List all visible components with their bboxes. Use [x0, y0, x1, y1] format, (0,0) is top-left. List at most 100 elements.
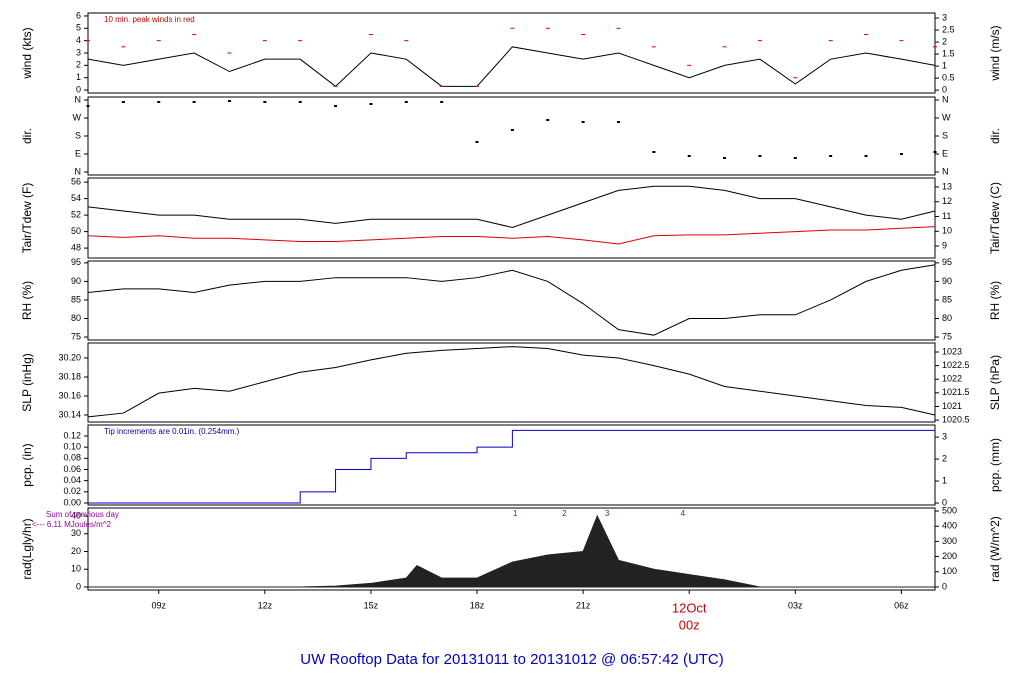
y2-tick-label: 95: [942, 257, 952, 267]
y2-axis-label: dir.: [988, 128, 1002, 144]
y-tick-label: 95: [71, 257, 81, 267]
point: [227, 100, 231, 102]
x-tick-label: 03z: [788, 600, 803, 610]
point: [404, 101, 408, 103]
x-tick-label: 09z: [151, 600, 166, 610]
point: [687, 155, 691, 157]
y-axis-label: pcp. (in): [20, 443, 34, 486]
y-tick-label: 3: [76, 47, 81, 57]
line: [87, 46, 936, 87]
marker-label: 3: [605, 509, 610, 518]
y2-tick-label: 75: [942, 331, 952, 341]
y2-tick-label: W: [942, 112, 951, 122]
y2-tick-label: E: [942, 148, 948, 158]
y2-tick-label: 3: [942, 12, 947, 22]
y-tick-label: 1: [76, 72, 81, 82]
y2-tick-label: 300: [942, 536, 957, 546]
y-tick-label: 6: [76, 10, 81, 20]
y-axis-label: SLP (inHg): [20, 353, 34, 411]
y-tick-label: 0.12: [63, 430, 81, 440]
point: [616, 121, 620, 123]
y-tick-label: 80: [71, 313, 81, 323]
y2-tick-label: N: [942, 166, 949, 176]
y-tick-label: 52: [71, 209, 81, 219]
y2-tick-label: 1022.5: [942, 360, 970, 370]
point: [263, 101, 267, 103]
y-tick-label: 5: [76, 23, 81, 33]
point: [581, 121, 585, 123]
line: [87, 264, 936, 336]
y2-tick-label: 0.5: [942, 72, 955, 82]
y-tick-label: 0.00: [63, 497, 81, 507]
y2-tick-label: 400: [942, 521, 957, 531]
y-tick-label: 0.02: [63, 486, 81, 496]
y2-tick-label: 0: [942, 581, 947, 591]
area: [88, 514, 935, 588]
y2-tick-label: 200: [942, 551, 957, 561]
panel-frame: [87, 342, 936, 423]
panel-frame: [87, 177, 936, 259]
y2-tick-label: 90: [942, 276, 952, 286]
x-tick-label: 06z: [894, 600, 909, 610]
y-tick-label: N: [75, 166, 82, 176]
y-tick-label: 4: [76, 35, 81, 45]
point: [121, 101, 125, 103]
y-axis-label: RH (%): [20, 281, 34, 320]
y-axis-label: Tair/Tdew (F): [20, 183, 34, 254]
y-tick-label: 10: [71, 564, 81, 574]
y-tick-label: 20: [71, 546, 81, 556]
point: [440, 101, 444, 103]
y2-tick-label: 1021.5: [942, 387, 970, 397]
y2-tick-label: 85: [942, 294, 952, 304]
point: [192, 101, 196, 103]
point: [510, 129, 514, 131]
y-axis-label: wind (kts): [20, 27, 34, 79]
y2-tick-label: 1021: [942, 401, 962, 411]
point: [652, 151, 656, 153]
y2-tick-label: 1: [942, 475, 947, 485]
point: [933, 151, 937, 153]
y-tick-label: 30.20: [58, 352, 81, 362]
annotation: Tip increments are 0.01in. (0.254mm.): [104, 427, 240, 436]
y2-axis-label: RH (%): [988, 281, 1002, 320]
point: [546, 119, 550, 121]
y-tick-label: 0.04: [63, 475, 81, 485]
y-tick-label: 0.06: [63, 464, 81, 474]
line: [87, 185, 936, 229]
y2-tick-label: 2: [942, 36, 947, 46]
y-tick-label: 30.18: [58, 371, 81, 381]
marker-label: 1: [513, 509, 518, 518]
annotation: <--- 6.11 MJoules/m^2: [32, 520, 112, 529]
point: [369, 103, 373, 105]
y-axis-label: rad(Lgly/hr): [20, 518, 34, 579]
panel-frame: [87, 12, 936, 94]
y-tick-label: 0.10: [63, 442, 81, 452]
y-tick-label: 75: [71, 331, 81, 341]
point: [157, 101, 161, 103]
y2-tick-label: 10: [942, 226, 952, 236]
y2-tick-label: 500: [942, 505, 957, 515]
y2-tick-label: 12: [942, 196, 952, 206]
y2-axis-label: pcp. (mm): [988, 438, 1002, 492]
panel-frame: [87, 96, 936, 176]
point: [723, 157, 727, 159]
point: [475, 141, 479, 143]
y2-tick-label: 80: [942, 313, 952, 323]
y2-axis-label: SLP (hPa): [988, 355, 1002, 410]
y-tick-label: 48: [71, 242, 81, 252]
point: [758, 155, 762, 157]
y-tick-label: 0: [76, 84, 81, 94]
annotation: Sum of previous day: [46, 510, 119, 519]
point: [864, 155, 868, 157]
y-tick-label: 50: [71, 226, 81, 236]
y-tick-label: 54: [71, 193, 81, 203]
y2-tick-label: N: [942, 94, 949, 104]
y-tick-label: 2: [76, 60, 81, 70]
y-tick-label: 30.14: [58, 409, 81, 419]
y-tick-label: 0.08: [63, 453, 81, 463]
y-tick-label: 30: [71, 528, 81, 538]
y2-tick-label: 13: [942, 181, 952, 191]
x-tick-label: 12z: [258, 600, 273, 610]
marker-label: 2: [562, 509, 567, 518]
y-tick-label: 0: [76, 581, 81, 591]
